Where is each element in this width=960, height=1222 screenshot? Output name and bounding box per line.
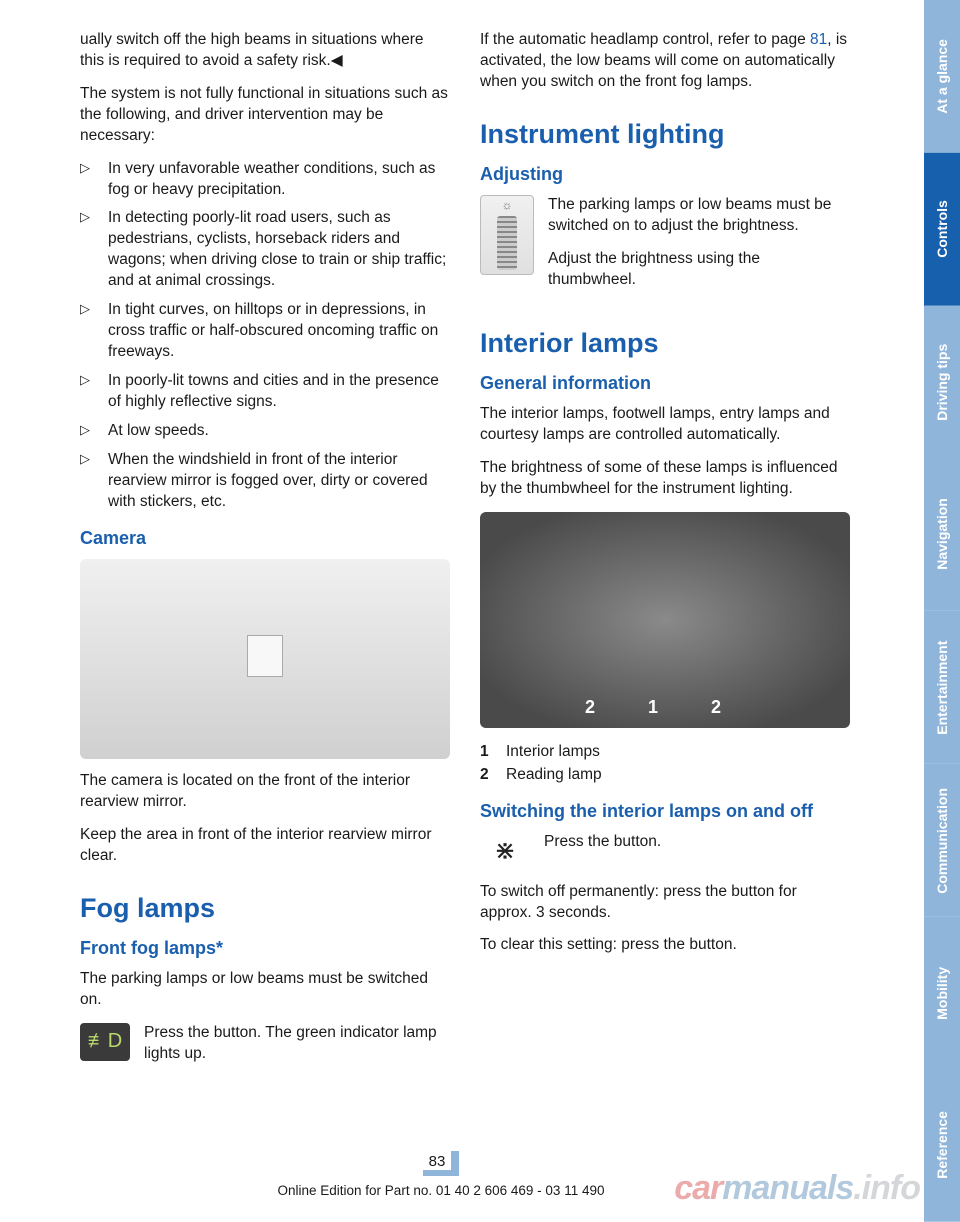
- body-paragraph: The parking lamps or low beams must be s…: [548, 195, 850, 237]
- body-paragraph: Keep the area in front of the interior r…: [80, 825, 450, 867]
- body-paragraph: To switch off permanently: press the but…: [480, 882, 850, 924]
- right-column: If the automatic headlamp control, refer…: [480, 30, 850, 1077]
- body-paragraph: If the automatic headlamp control, refer…: [480, 30, 850, 93]
- heading-switching-lamps: Switching the interior lamps on and off: [480, 801, 850, 822]
- heading-front-fog-lamps: Front fog lamps*: [80, 938, 450, 959]
- thumbwheel-icon: [480, 195, 534, 275]
- illustration-callout-labels: 2 1 2: [585, 697, 745, 718]
- body-paragraph: Press the button.: [544, 832, 661, 870]
- legend-item: 1 Interior lamps: [480, 740, 850, 763]
- interior-lamp-button-icon: ⋇: [480, 832, 530, 870]
- fog-lamp-instruction: ≢D Press the button. The green indicator…: [80, 1023, 450, 1065]
- list-item: At low speeds.: [80, 421, 450, 442]
- watermark: carmanuals.info: [674, 1169, 920, 1208]
- camera-location-illustration: [80, 559, 450, 759]
- limitations-list: In very unfavorable weather conditions, …: [80, 159, 450, 513]
- interior-lamp-instruction: ⋇ Press the button.: [480, 832, 850, 870]
- heading-general-information: General information: [480, 373, 850, 394]
- body-paragraph: To clear this setting: press the button.: [480, 935, 850, 956]
- body-paragraph: The system is not fully functional in si…: [80, 84, 450, 147]
- heading-camera: Camera: [80, 528, 450, 549]
- list-item: In tight curves, on hilltops or in depre…: [80, 300, 450, 363]
- tab-at-a-glance[interactable]: At a glance: [924, 0, 960, 153]
- tab-controls[interactable]: Controls: [924, 153, 960, 306]
- watermark-part: manuals: [722, 1169, 853, 1207]
- body-paragraph: Press the button. The green indicator la…: [144, 1023, 450, 1065]
- list-item: When the windshield in front of the inte…: [80, 450, 450, 513]
- body-paragraph: ually switch off the high beams in situa…: [80, 30, 450, 72]
- heading-adjusting: Adjusting: [480, 164, 850, 185]
- heading-interior-lamps: Interior lamps: [480, 328, 850, 359]
- tab-label: Entertainment: [934, 640, 950, 734]
- list-item: In detecting poorly-lit road users, such…: [80, 208, 450, 292]
- tab-label: Communication: [934, 787, 950, 893]
- legend-label: Reading lamp: [506, 763, 602, 786]
- legend-number: 2: [480, 763, 492, 786]
- heading-instrument-lighting: Instrument lighting: [480, 119, 850, 150]
- overhead-console-illustration: 2 1 2: [480, 512, 850, 728]
- body-paragraph: The brightness of some of these lamps is…: [480, 458, 850, 500]
- body-paragraph: The camera is located on the front of th…: [80, 771, 450, 813]
- section-tabs: At a glance Controls Driving tips Naviga…: [924, 0, 960, 1222]
- tab-label: Navigation: [934, 499, 950, 571]
- legend-number: 1: [480, 740, 492, 763]
- body-paragraph: The interior lamps, footwell lamps, entr…: [480, 404, 850, 446]
- tab-navigation[interactable]: Navigation: [924, 458, 960, 611]
- thumbwheel-instruction: The parking lamps or low beams must be s…: [480, 195, 850, 303]
- tab-label: Reference: [934, 1112, 950, 1180]
- legend-item: 2 Reading lamp: [480, 763, 850, 786]
- tab-communication[interactable]: Communication: [924, 764, 960, 917]
- left-column: ually switch off the high beams in situa…: [80, 30, 450, 1077]
- heading-fog-lamps: Fog lamps: [80, 893, 450, 924]
- tab-label: Controls: [934, 200, 950, 258]
- page-number: 83: [423, 1151, 460, 1176]
- callout-legend: 1 Interior lamps 2 Reading lamp: [480, 740, 850, 787]
- legend-label: Interior lamps: [506, 740, 600, 763]
- tab-label: At a glance: [934, 39, 950, 114]
- tab-driving-tips[interactable]: Driving tips: [924, 306, 960, 459]
- watermark-part: .info: [853, 1169, 920, 1207]
- list-item: In very unfavorable weather conditions, …: [80, 159, 450, 201]
- tab-mobility[interactable]: Mobility: [924, 917, 960, 1070]
- body-paragraph: Adjust the brightness using the thumbwhe…: [548, 249, 850, 291]
- watermark-part: car: [674, 1169, 722, 1207]
- list-item: In poorly-lit towns and cities and in th…: [80, 371, 450, 413]
- tab-reference[interactable]: Reference: [924, 1069, 960, 1222]
- body-paragraph: The parking lamps or low beams must be s…: [80, 969, 450, 1011]
- tab-label: Driving tips: [934, 343, 950, 420]
- tab-label: Mobility: [934, 966, 950, 1019]
- fog-lamp-button-icon: ≢D: [80, 1023, 130, 1061]
- page-reference-link[interactable]: 81: [810, 31, 827, 48]
- tab-entertainment[interactable]: Entertainment: [924, 611, 960, 764]
- text-span: If the automatic headlamp control, refer…: [480, 31, 810, 48]
